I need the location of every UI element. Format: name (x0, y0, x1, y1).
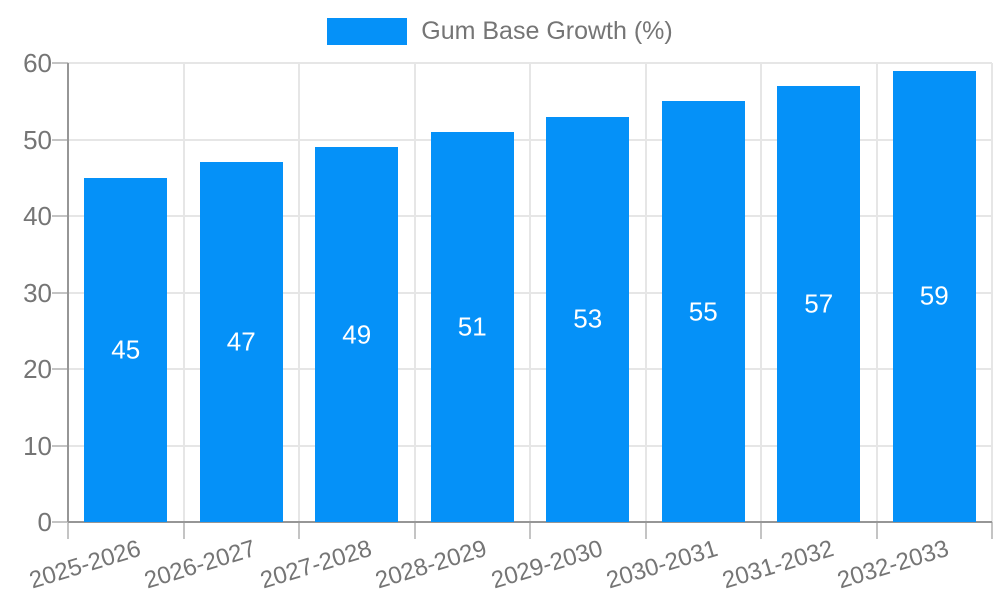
bar-value-label: 49 (342, 319, 372, 350)
y-tick (52, 62, 68, 64)
bar-value-label: 51 (457, 311, 487, 342)
y-tick (52, 215, 68, 217)
x-tick (760, 522, 762, 539)
bar: 57 (777, 85, 861, 522)
bar: 47 (199, 162, 283, 522)
y-axis-label: 0 (37, 507, 52, 537)
bar: 53 (546, 116, 630, 522)
x-tick (875, 522, 878, 539)
x-tick (644, 522, 647, 539)
gridline-v (529, 63, 531, 522)
bar: 45 (84, 177, 168, 522)
x-tick (67, 522, 69, 539)
y-tick (52, 521, 68, 523)
bar: 49 (315, 147, 399, 522)
legend: Gum Base Growth (%) (0, 17, 1000, 46)
bar-value-label: 57 (804, 288, 834, 319)
legend-swatch (327, 18, 408, 45)
bar-value-label: 45 (111, 334, 141, 365)
bar-value-label: 53 (573, 303, 603, 334)
bar-value-label: 59 (919, 280, 949, 311)
x-tick (529, 522, 531, 539)
y-axis-label: 30 (23, 277, 52, 308)
gridline-v (298, 63, 300, 522)
gridline-v (760, 63, 762, 522)
bar-value-label: 55 (688, 296, 718, 327)
x-tick (991, 522, 993, 539)
y-tick (52, 444, 68, 447)
x-tick (298, 522, 300, 539)
y-axis-label: 50 (23, 124, 52, 155)
gridline-v (875, 63, 878, 522)
gridline-v (991, 63, 993, 522)
y-tick (52, 368, 68, 370)
gridline-v (644, 63, 647, 522)
bar: 55 (661, 101, 745, 522)
bar: 59 (892, 70, 976, 522)
y-axis-line (67, 63, 69, 522)
y-tick (52, 291, 68, 294)
y-axis-label: 20 (23, 354, 52, 384)
bar-value-label: 47 (226, 326, 256, 357)
x-axis-line (68, 521, 992, 523)
y-axis-label: 60 (23, 48, 52, 78)
y-axis-label: 10 (23, 430, 52, 461)
y-axis-label: 40 (23, 201, 52, 231)
legend-label: Gum Base Growth (%) (421, 17, 673, 45)
x-tick (182, 522, 185, 539)
gridline-v (182, 63, 185, 522)
bar: 51 (430, 131, 514, 522)
gridline-v (413, 63, 416, 522)
x-tick (413, 522, 416, 539)
y-tick (52, 138, 68, 141)
